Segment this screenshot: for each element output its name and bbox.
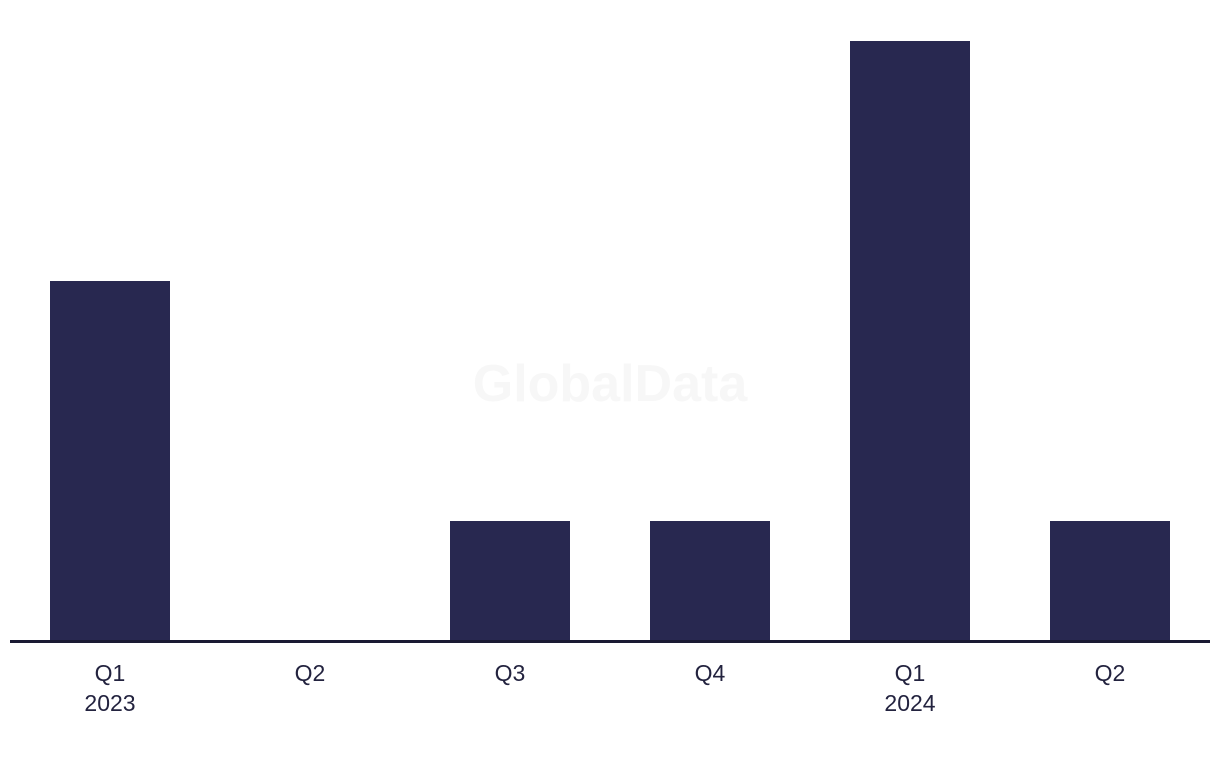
tick-line: Q4 <box>694 660 726 686</box>
bar-q4-2023 <box>650 521 770 641</box>
x-tick-label-q4-2023: Q4 <box>610 658 810 688</box>
bar-q1-2023 <box>50 281 170 641</box>
x-tick-label-q1-2024: Q1 2024 <box>810 658 1010 718</box>
tick-line: Q2 <box>1094 660 1126 686</box>
x-tick-label-q2-2024: Q2 <box>1010 658 1210 688</box>
tick-line: Q1 <box>94 660 126 686</box>
tick-line: 2023 <box>84 690 136 716</box>
tick-line: Q2 <box>294 660 326 686</box>
x-tick-label-q3-2023: Q3 <box>410 658 610 688</box>
bar-q1-2024 <box>850 41 970 641</box>
x-tick-label-q1-2023: Q1 2023 <box>10 658 210 718</box>
tick-line: 2024 <box>884 690 936 716</box>
x-tick-label-q2-2023: Q2 <box>210 658 410 688</box>
bar-q3-2023 <box>450 521 570 641</box>
tick-line: Q1 <box>894 660 926 686</box>
bar-q2-2024 <box>1050 521 1170 641</box>
tick-line: Q3 <box>494 660 526 686</box>
x-axis-line <box>10 640 1210 643</box>
